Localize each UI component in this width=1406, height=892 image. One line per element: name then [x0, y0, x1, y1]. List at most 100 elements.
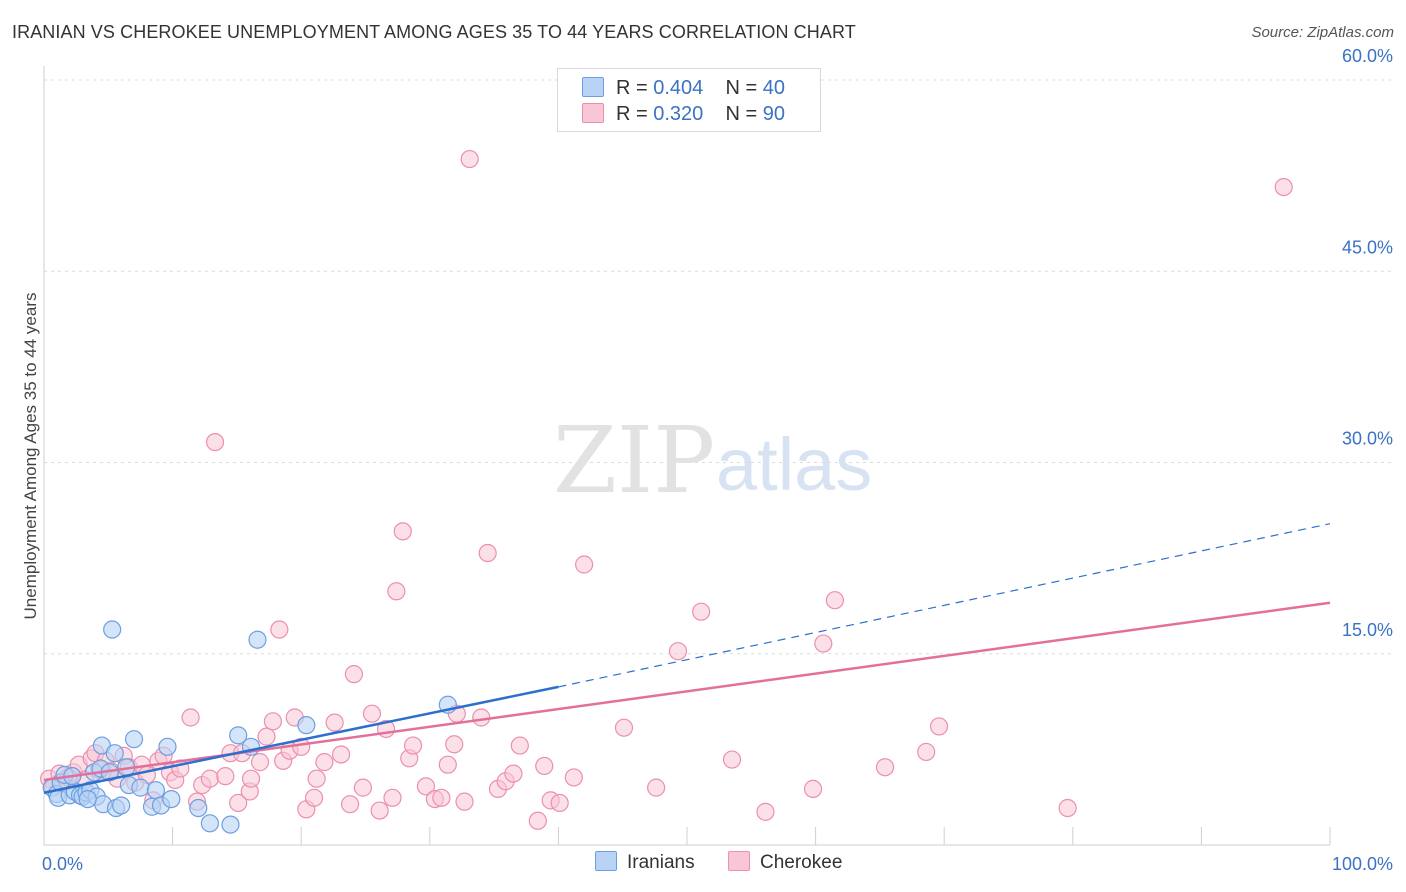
iranians-point — [112, 796, 131, 815]
iranians-point — [221, 815, 240, 834]
iranians-trend-extrapolated — [558, 523, 1331, 688]
cherokee-point — [304, 788, 324, 807]
cherokee-point — [803, 779, 823, 799]
legend-row-cherokee: R = 0.320 N = 90 — [582, 103, 785, 127]
cherokee-point — [387, 582, 406, 601]
y-tick-label: 45.0% — [1342, 237, 1393, 257]
legend-n-label: N = — [725, 103, 763, 125]
watermark: ZIP atlas — [553, 407, 872, 514]
iranians-point — [146, 781, 165, 800]
cherokee-point — [917, 742, 936, 762]
iranians-point — [200, 814, 219, 833]
cherokee-point — [340, 795, 360, 814]
cherokee-point — [460, 149, 479, 169]
bottom-swatch-cherokee — [728, 851, 750, 871]
cherokee-point — [432, 788, 451, 807]
cherokee-point — [875, 758, 895, 777]
cherokee-point — [722, 750, 742, 769]
cherokee-point — [257, 727, 276, 746]
cherokee-point — [478, 543, 497, 563]
cherokee-point — [362, 704, 382, 723]
cherokee-point — [455, 792, 474, 811]
legend-n-label: N = — [725, 77, 763, 99]
legend-r-label: R = — [616, 77, 654, 99]
correlation-legend: R = 0.404 N = 40 R = 0.320 N = 90 — [557, 68, 821, 132]
bottom-legend-label: Iranians — [627, 852, 695, 873]
cherokee-point — [205, 433, 225, 452]
x-tick-label: 100.0% — [1332, 854, 1393, 874]
cherokee-point — [403, 736, 423, 755]
cherokee-point — [1274, 178, 1293, 197]
cherokee-point — [445, 735, 464, 754]
cherokee-point — [814, 634, 833, 653]
y-tick-label: 15.0% — [1342, 620, 1393, 640]
watermark-zip: ZIP — [553, 407, 715, 514]
cherokee-point — [263, 712, 283, 731]
cherokee-point — [825, 591, 844, 610]
legend-r-value: 0.404 — [653, 77, 704, 99]
iranians-point — [189, 798, 208, 818]
y-tick-label: 30.0% — [1342, 429, 1393, 449]
y-tick-label: 60.0% — [1342, 46, 1393, 66]
cherokee-point — [307, 769, 326, 788]
bottom-legend-iranians: Iranians — [595, 851, 695, 874]
grid-lines — [44, 79, 1395, 655]
y-axis-label: Unemployment Among Ages 35 to 44 years — [21, 293, 40, 620]
legend-r-label: R = — [616, 103, 654, 125]
cherokee-point — [575, 555, 594, 574]
legend-n-value: 40 — [762, 77, 786, 99]
trend-lines — [43, 523, 1331, 794]
legend-r-value: 0.320 — [653, 103, 704, 125]
cherokee-point — [250, 753, 270, 772]
iranians-point — [248, 630, 267, 649]
bottom-legend-cherokee: Cherokee — [728, 851, 842, 874]
cherokee-point — [647, 778, 666, 797]
cherokee-point — [331, 745, 351, 764]
tick-labels: 15.0% 30.0% 45.0% 60.0% 0.0% 100.0% — [42, 46, 1393, 874]
iranians-point — [297, 716, 316, 735]
cherokee-point — [564, 768, 583, 787]
cherokee-point — [344, 665, 364, 684]
cherokee-trend-line — [43, 601, 1331, 782]
cherokee-point — [181, 708, 200, 727]
watermark-atlas: atlas — [716, 423, 872, 506]
cherokee-point — [535, 756, 554, 776]
cherokee-point — [200, 769, 219, 788]
bottom-swatch-iranians — [595, 851, 617, 871]
legend-row-iranians: R = 0.404 N = 40 — [582, 77, 785, 101]
cherokee-point — [528, 811, 547, 830]
cherokee-point — [614, 718, 634, 737]
cherokee-point — [550, 793, 569, 813]
cherokee-point — [668, 642, 688, 661]
iranians-point — [229, 726, 248, 745]
iranians-point — [78, 789, 97, 809]
cherokee-point — [504, 764, 523, 783]
cherokee-point — [216, 767, 235, 786]
legend-swatch-iranians — [582, 77, 604, 97]
bottom-legend-label: Cherokee — [760, 852, 843, 873]
iranians-point — [124, 730, 144, 749]
legend-n-value: 90 — [762, 103, 786, 125]
cherokee-point — [353, 778, 373, 797]
cherokee-point — [472, 708, 491, 727]
cherokee-point — [510, 736, 529, 755]
cherokee-point — [929, 717, 949, 736]
chart-title: IRANIAN VS CHEROKEE UNEMPLOYMENT AMONG A… — [12, 22, 856, 42]
cherokee-point — [416, 777, 436, 796]
cherokee-point — [370, 801, 389, 820]
cherokee-point — [438, 755, 457, 774]
cherokee-point — [325, 713, 344, 732]
axes — [43, 66, 1331, 846]
iranians-point — [131, 778, 150, 797]
cherokee-point — [393, 522, 412, 541]
cherokee-point — [241, 769, 261, 788]
iranians-point — [162, 789, 181, 809]
cherokee-point — [270, 620, 289, 639]
legend-swatch-cherokee — [582, 103, 604, 123]
iranians-point — [105, 744, 124, 763]
iranians-point — [103, 620, 122, 639]
cherokee-point — [756, 802, 775, 821]
cherokee-point — [692, 602, 711, 621]
cherokee-point — [383, 788, 402, 807]
